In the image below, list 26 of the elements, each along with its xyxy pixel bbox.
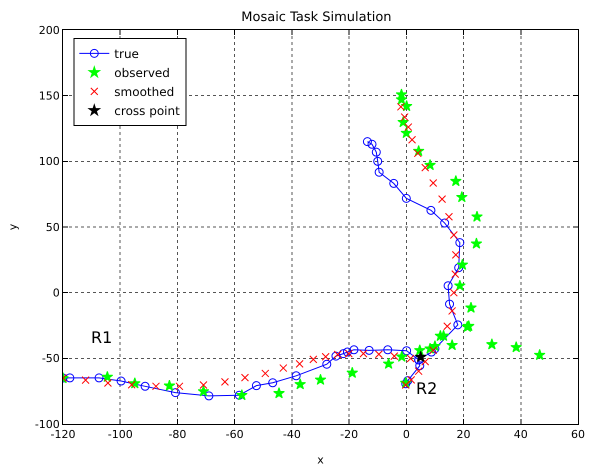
legend-label: observed — [114, 66, 170, 80]
x-tick-label: -60 — [226, 428, 244, 442]
legend-label: cross point — [114, 104, 180, 118]
legend-label: smoothed — [114, 85, 174, 100]
y-tick-label: 0 — [52, 286, 60, 300]
x-tick-label: 60 — [571, 428, 585, 442]
y-axis-title: y — [6, 223, 20, 230]
x-tick-label: -100 — [108, 428, 133, 442]
y-tick-label: 50 — [46, 220, 60, 234]
y-tick-label: -50 — [42, 352, 60, 366]
x-tick-label: -40 — [282, 428, 301, 442]
y-tick-label: 200 — [38, 24, 60, 37]
annotation: R1 — [91, 328, 112, 347]
legend-label: true — [114, 47, 139, 62]
x-tick-label: 40 — [514, 428, 528, 442]
x-tick-label: 20 — [456, 428, 471, 442]
x-tick-label: -80 — [168, 428, 186, 442]
x-tick-label: 0 — [402, 428, 410, 442]
x-tick-label: -120 — [50, 428, 76, 442]
chart-title: Mosaic Task Simulation — [241, 10, 392, 25]
y-tick-label: -100 — [34, 418, 60, 431]
y-tick-label: 150 — [38, 90, 60, 103]
y-tick-label: 100 — [38, 155, 60, 168]
annotation: R2 — [416, 379, 438, 398]
x-tick-label: -20 — [340, 428, 358, 442]
x-axis-title: x — [317, 453, 324, 466]
